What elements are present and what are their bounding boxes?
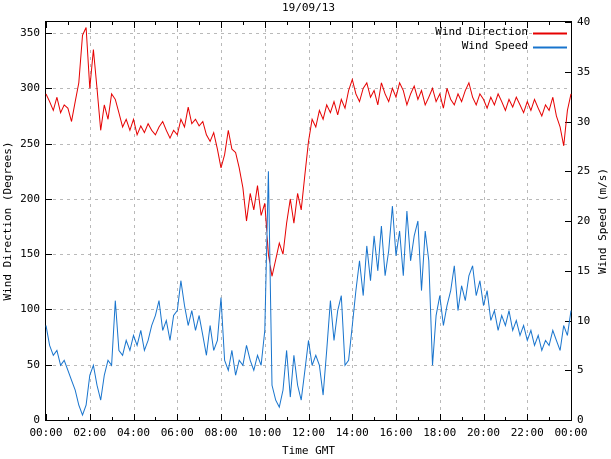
- y-axis-label-right: Wind Speed (m/s): [596, 168, 609, 274]
- series-wind-direction: [45, 27, 572, 277]
- y-right-tick-label: 5: [577, 363, 584, 377]
- x-tick-label: 06:00: [160, 426, 194, 439]
- y-left-tick-label: 100: [20, 302, 40, 316]
- y-left-tick-label: 200: [20, 191, 40, 205]
- axis-ticks: [46, 22, 572, 421]
- x-tick-label: 08:00: [204, 426, 238, 439]
- x-tick-label: 22:00: [510, 426, 544, 439]
- y-right-tick-label: 30: [577, 114, 591, 128]
- y-left-tick-label: 50: [26, 357, 40, 371]
- y-right-tick-label: 0: [577, 413, 584, 426]
- y-left-tick-label: 350: [20, 26, 40, 40]
- chart-title: 19/09/13: [282, 1, 335, 14]
- x-axis-label: Time GMT: [282, 444, 335, 457]
- x-tick-label: 10:00: [248, 426, 282, 439]
- legend-label-wind-direction: Wind Direction: [435, 25, 528, 38]
- y-left-tick-label: 150: [20, 247, 40, 261]
- y-right-tick-label: 15: [577, 263, 591, 277]
- legend-label-wind-speed: Wind Speed: [461, 39, 528, 52]
- x-tick-label: 02:00: [73, 426, 107, 439]
- y-left-tick-label: 250: [20, 136, 40, 150]
- grid-lines: [46, 22, 571, 420]
- x-tick-label: 00:00: [554, 426, 588, 439]
- x-tick-label: 00:00: [29, 426, 63, 439]
- x-tick-label: 18:00: [423, 426, 457, 439]
- y-right-tick-label: 25: [577, 164, 591, 178]
- plot-border: [45, 21, 572, 421]
- y-right-tick-label: 10: [577, 313, 591, 327]
- series-wind-speed: [45, 171, 572, 417]
- y-left-tick-label: 0: [33, 413, 40, 426]
- y-right-tick-label: 40: [577, 15, 591, 28]
- y-right-tick-label: 20: [577, 214, 591, 227]
- x-tick-label: 04:00: [116, 426, 151, 439]
- x-tick-label: 12:00: [291, 426, 326, 439]
- y-axis-label-left: Wind Direction (Degrees): [1, 141, 14, 301]
- y-right-tick-label: 35: [577, 64, 591, 78]
- legend-line-samples: [533, 32, 567, 49]
- x-tick-label: 20:00: [466, 426, 501, 439]
- x-tick-label: 14:00: [335, 426, 369, 439]
- x-tick-label: 16:00: [379, 426, 413, 439]
- y-left-tick-label: 300: [20, 81, 40, 95]
